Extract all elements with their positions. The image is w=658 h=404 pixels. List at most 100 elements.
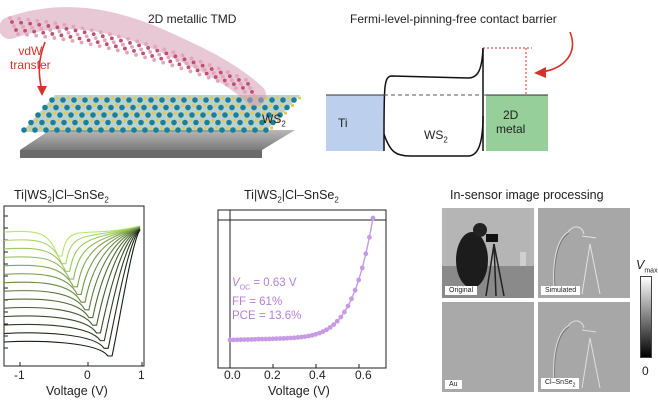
pv-title: Ti|WS2|Cl–SnSe2 — [244, 188, 339, 205]
colorbar-min-label: 0 — [642, 364, 649, 378]
colorbar-max-sub: max — [644, 267, 658, 275]
s-atom — [165, 96, 170, 100]
s-atom — [235, 103, 240, 108]
w-atom — [277, 112, 283, 118]
s-atom — [52, 111, 57, 115]
w-atom — [101, 112, 107, 118]
w-atom — [145, 112, 151, 118]
w-atom — [273, 104, 279, 111]
w-atom — [182, 119, 188, 126]
tmd-atom — [73, 28, 78, 33]
w-atom — [98, 127, 104, 133]
metal-label: 2D metal — [496, 108, 525, 136]
s-atom — [114, 103, 119, 108]
jv-curve — [3, 227, 141, 311]
w-atom — [79, 112, 85, 118]
w-atom — [181, 97, 187, 103]
ws2-subscript: 2 — [281, 119, 286, 129]
w-atom — [61, 119, 67, 126]
tmd-atom — [52, 36, 57, 40]
tmd-atom — [241, 86, 245, 90]
tmd-atom — [218, 70, 223, 75]
image-simulated: Simulated — [538, 208, 630, 298]
pv-tick-2: 0.4 — [309, 368, 326, 382]
pv-point — [241, 337, 247, 343]
w-atom — [87, 127, 93, 133]
pv-point — [245, 337, 251, 342]
tmd-atom — [59, 33, 64, 38]
s-atom — [195, 111, 200, 115]
w-atom — [222, 112, 228, 118]
tmd-atom — [10, 20, 14, 24]
w-atom — [214, 97, 220, 103]
s-atom — [71, 126, 76, 130]
s-atom — [99, 96, 104, 100]
w-atom — [207, 104, 213, 111]
tmd-atom — [97, 44, 102, 49]
tmd-atom — [188, 69, 193, 74]
tmd-atom — [225, 70, 230, 75]
jv-title-sub: 2 — [47, 195, 52, 205]
tmd-atom — [204, 71, 209, 76]
s-atom — [206, 111, 211, 115]
w-atom — [116, 119, 122, 126]
tmd-atom — [71, 24, 76, 29]
tmd-atom — [180, 53, 185, 58]
w-atom — [153, 127, 159, 133]
w-atom — [131, 127, 137, 133]
w-atom — [137, 97, 143, 103]
w-atom — [197, 127, 203, 133]
tmd-atom — [30, 25, 35, 30]
band-diagram — [326, 31, 574, 157]
clsnse2-caption-sub: 2 — [572, 382, 576, 388]
tmd-atom — [137, 43, 141, 48]
pv-point — [299, 334, 304, 340]
pv-point — [327, 325, 333, 330]
w-atom — [185, 104, 191, 111]
w-atom — [50, 119, 56, 126]
s-atom — [107, 111, 112, 115]
tmd-atom — [177, 62, 182, 67]
w-atom — [83, 119, 89, 126]
w-atom — [152, 104, 158, 111]
s-atom — [258, 126, 263, 130]
jv-tick-m1: -1 — [14, 368, 25, 382]
s-atom — [268, 103, 273, 108]
pv-point — [238, 337, 244, 343]
image-au: Au — [442, 302, 534, 392]
tmd-atom — [44, 20, 49, 24]
s-atom — [88, 96, 93, 100]
w-atom — [57, 112, 63, 118]
image-simulated-art — [538, 208, 630, 298]
w-atom — [104, 97, 110, 103]
w-atom — [72, 119, 78, 126]
tmd-atom — [126, 37, 130, 41]
w-atom — [248, 119, 254, 126]
s-atom — [137, 126, 142, 130]
s-atom — [217, 111, 222, 115]
s-atom — [176, 96, 181, 100]
w-atom — [270, 119, 276, 126]
pv-point — [367, 234, 372, 240]
barrier-arrow — [541, 31, 574, 73]
w-atom — [240, 104, 246, 111]
s-atom — [92, 103, 97, 108]
tmd-atom — [159, 56, 164, 61]
s-atom — [275, 96, 280, 100]
vdw-line2: transfer — [10, 58, 51, 72]
s-atom — [158, 103, 163, 108]
pv-tick-0: 0.0 — [224, 368, 241, 382]
pv-chart — [217, 209, 387, 369]
colorbar-max-symbol: V — [636, 258, 645, 272]
w-atom — [42, 104, 48, 111]
w-atom — [28, 119, 34, 126]
tmd-atom — [197, 72, 202, 77]
s-atom — [290, 103, 295, 108]
tmd-atom — [134, 53, 138, 57]
colorbar — [640, 276, 652, 358]
s-atom — [236, 126, 241, 130]
tmd-atom — [227, 74, 232, 79]
w-atom — [120, 127, 126, 133]
w-atom — [163, 104, 169, 111]
pv-tick-1: 0.2 — [264, 368, 281, 382]
